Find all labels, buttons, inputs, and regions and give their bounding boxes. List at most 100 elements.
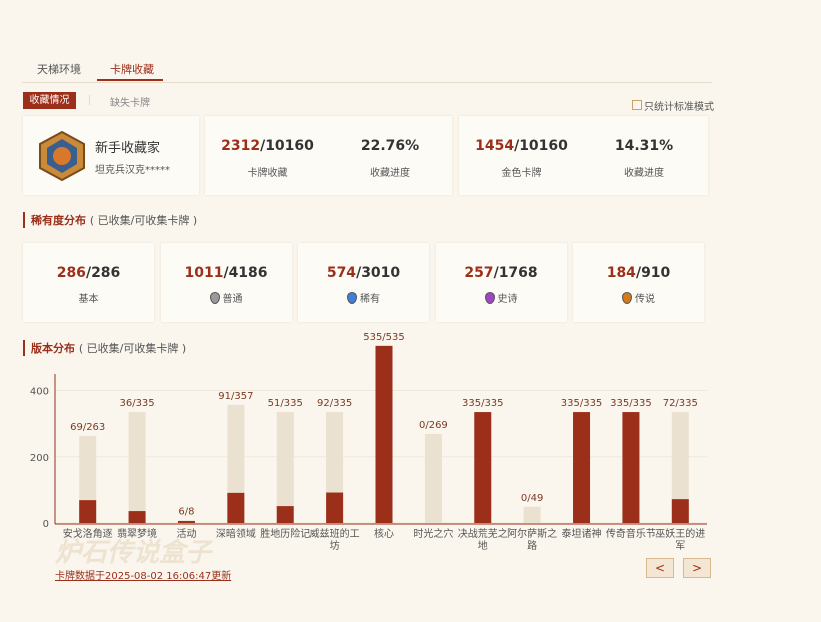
stat-label: 卡牌收藏 xyxy=(247,168,288,179)
subtab-active[interactable]: 收藏情况 xyxy=(23,92,76,109)
count: 2312/10160 xyxy=(205,138,330,154)
x-tick-label: 巫妖王的进军 xyxy=(655,529,706,552)
count: 1454/10160 xyxy=(459,138,584,154)
stat-card: 2312/10160 卡牌收藏 22.76% 收藏进度 xyxy=(205,116,452,195)
value-label: 51/335 xyxy=(268,398,303,409)
bar xyxy=(326,492,344,523)
count: 257/1768 xyxy=(436,265,567,281)
progress: 22.76% xyxy=(360,138,420,154)
progress-label: 收藏进度 xyxy=(370,168,410,179)
profile-title: 新手收藏家 xyxy=(95,141,161,156)
divider xyxy=(22,82,712,83)
rarity-name: 普通 xyxy=(222,294,243,305)
x-tick-label: 核心 xyxy=(374,529,394,540)
count: 574/3010 xyxy=(298,265,429,281)
y-tick-label: 0 xyxy=(43,519,49,530)
stat-card: 1454/10160 金色卡牌 14.31% 收藏进度 xyxy=(459,116,708,195)
bar xyxy=(375,345,393,523)
x-tick-label: 活动 xyxy=(176,529,197,540)
collected: 184 xyxy=(606,265,636,281)
rarity-card: 574/3010 稀有 xyxy=(298,243,429,322)
rarity-label: 传说 xyxy=(573,290,704,305)
bar xyxy=(622,412,640,523)
profile-name: 坦克兵汉克***** xyxy=(95,165,170,176)
stat-label: 金色卡牌 xyxy=(501,168,542,179)
bar xyxy=(276,412,294,523)
rarity-card: 1011/4186 普通 xyxy=(160,243,292,322)
update-time[interactable]: 卡牌数据于2025-08-02 16:06:47更新 xyxy=(55,571,232,582)
rarity-name: 稀有 xyxy=(360,294,380,305)
count: 184/910 xyxy=(573,265,704,281)
count: 286/286 xyxy=(23,265,154,281)
value-label: 335/335 xyxy=(610,398,652,409)
bar xyxy=(128,511,146,523)
prev-button[interactable]: < xyxy=(646,558,674,578)
section-title: 稀有度分布 ( 已收集/可收集卡牌 ) xyxy=(23,212,197,228)
x-tick-label: 翡翠梦境 xyxy=(117,529,158,540)
total: 10160 xyxy=(519,138,568,154)
next-button[interactable]: > xyxy=(683,558,711,578)
y-tick-label: 200 xyxy=(30,453,49,464)
separator: / xyxy=(260,138,266,154)
gem xyxy=(484,292,495,304)
watermark: 炉石传说盒子 xyxy=(55,538,212,568)
separator: / xyxy=(356,265,362,281)
badge xyxy=(39,131,85,181)
rarity-card: 257/1768 史诗 xyxy=(435,243,567,322)
count: 1011/4186 xyxy=(161,265,292,281)
bar xyxy=(474,412,492,523)
x-tick-label: 时光之穴 xyxy=(413,529,454,540)
bar xyxy=(671,499,689,523)
total: 286 xyxy=(91,265,121,281)
collected: 257 xyxy=(464,265,494,281)
gem xyxy=(347,292,357,304)
x-tick-label: 决战荒芜之地 xyxy=(457,529,508,552)
y-tick-label: 400 xyxy=(30,387,49,398)
tab[interactable]: 天梯环境 xyxy=(37,63,81,76)
tab-active[interactable]: 卡牌收藏 xyxy=(110,63,154,76)
separator: / xyxy=(85,265,92,281)
rarity-label: 稀有 xyxy=(298,290,429,305)
x-tick-label: 胜地历险记 xyxy=(260,529,311,540)
value-label: 36/335 xyxy=(119,398,154,409)
x-tick-label: 传奇音乐节 xyxy=(605,529,656,540)
bar xyxy=(276,506,294,523)
sep xyxy=(89,95,90,105)
total: 1768 xyxy=(498,265,538,281)
separator: / xyxy=(223,265,229,281)
value-label: 0/269 xyxy=(419,420,448,431)
total: 4186 xyxy=(228,265,268,281)
rarity-card: 184/910 传说 xyxy=(573,243,704,322)
value-label: 335/335 xyxy=(561,398,603,409)
value-label: 69/263 xyxy=(70,422,105,433)
value-label: 6/8 xyxy=(178,506,194,517)
subtab[interactable]: 缺失卡牌 xyxy=(110,98,150,109)
rarity-label: 基本 xyxy=(23,290,154,305)
value-label: 72/335 xyxy=(663,398,698,409)
progress-label: 收藏进度 xyxy=(624,168,664,179)
bar xyxy=(523,506,541,523)
separator: / xyxy=(635,265,642,281)
total: 10160 xyxy=(265,138,314,154)
total: 910 xyxy=(641,265,671,281)
rarity-card: 286/286 基本 xyxy=(23,243,154,322)
gem xyxy=(209,292,220,304)
checkbox-label[interactable]: 只统计标准模式 xyxy=(644,102,714,113)
bar xyxy=(79,500,97,523)
collected: 1011 xyxy=(184,265,224,281)
tab-underline xyxy=(97,79,163,81)
bar xyxy=(128,412,146,523)
value-label: 92/335 xyxy=(317,398,352,409)
separator: / xyxy=(514,138,520,154)
rarity-name: 传说 xyxy=(635,294,655,305)
value-label: 335/335 xyxy=(462,398,504,409)
x-tick-label: 泰坦诸神 xyxy=(561,529,602,540)
rarity-label: 普通 xyxy=(161,290,292,305)
x-tick-label: 安戈洛角逐 xyxy=(62,529,113,540)
rarity-label: 史诗 xyxy=(436,290,567,305)
checkbox[interactable] xyxy=(632,100,642,110)
profile-card: 新手收藏家 坦克兵汉克***** xyxy=(23,116,199,195)
total: 3010 xyxy=(361,265,401,281)
section-title: 版本分布 ( 已收集/可收集卡牌 ) xyxy=(23,340,186,356)
